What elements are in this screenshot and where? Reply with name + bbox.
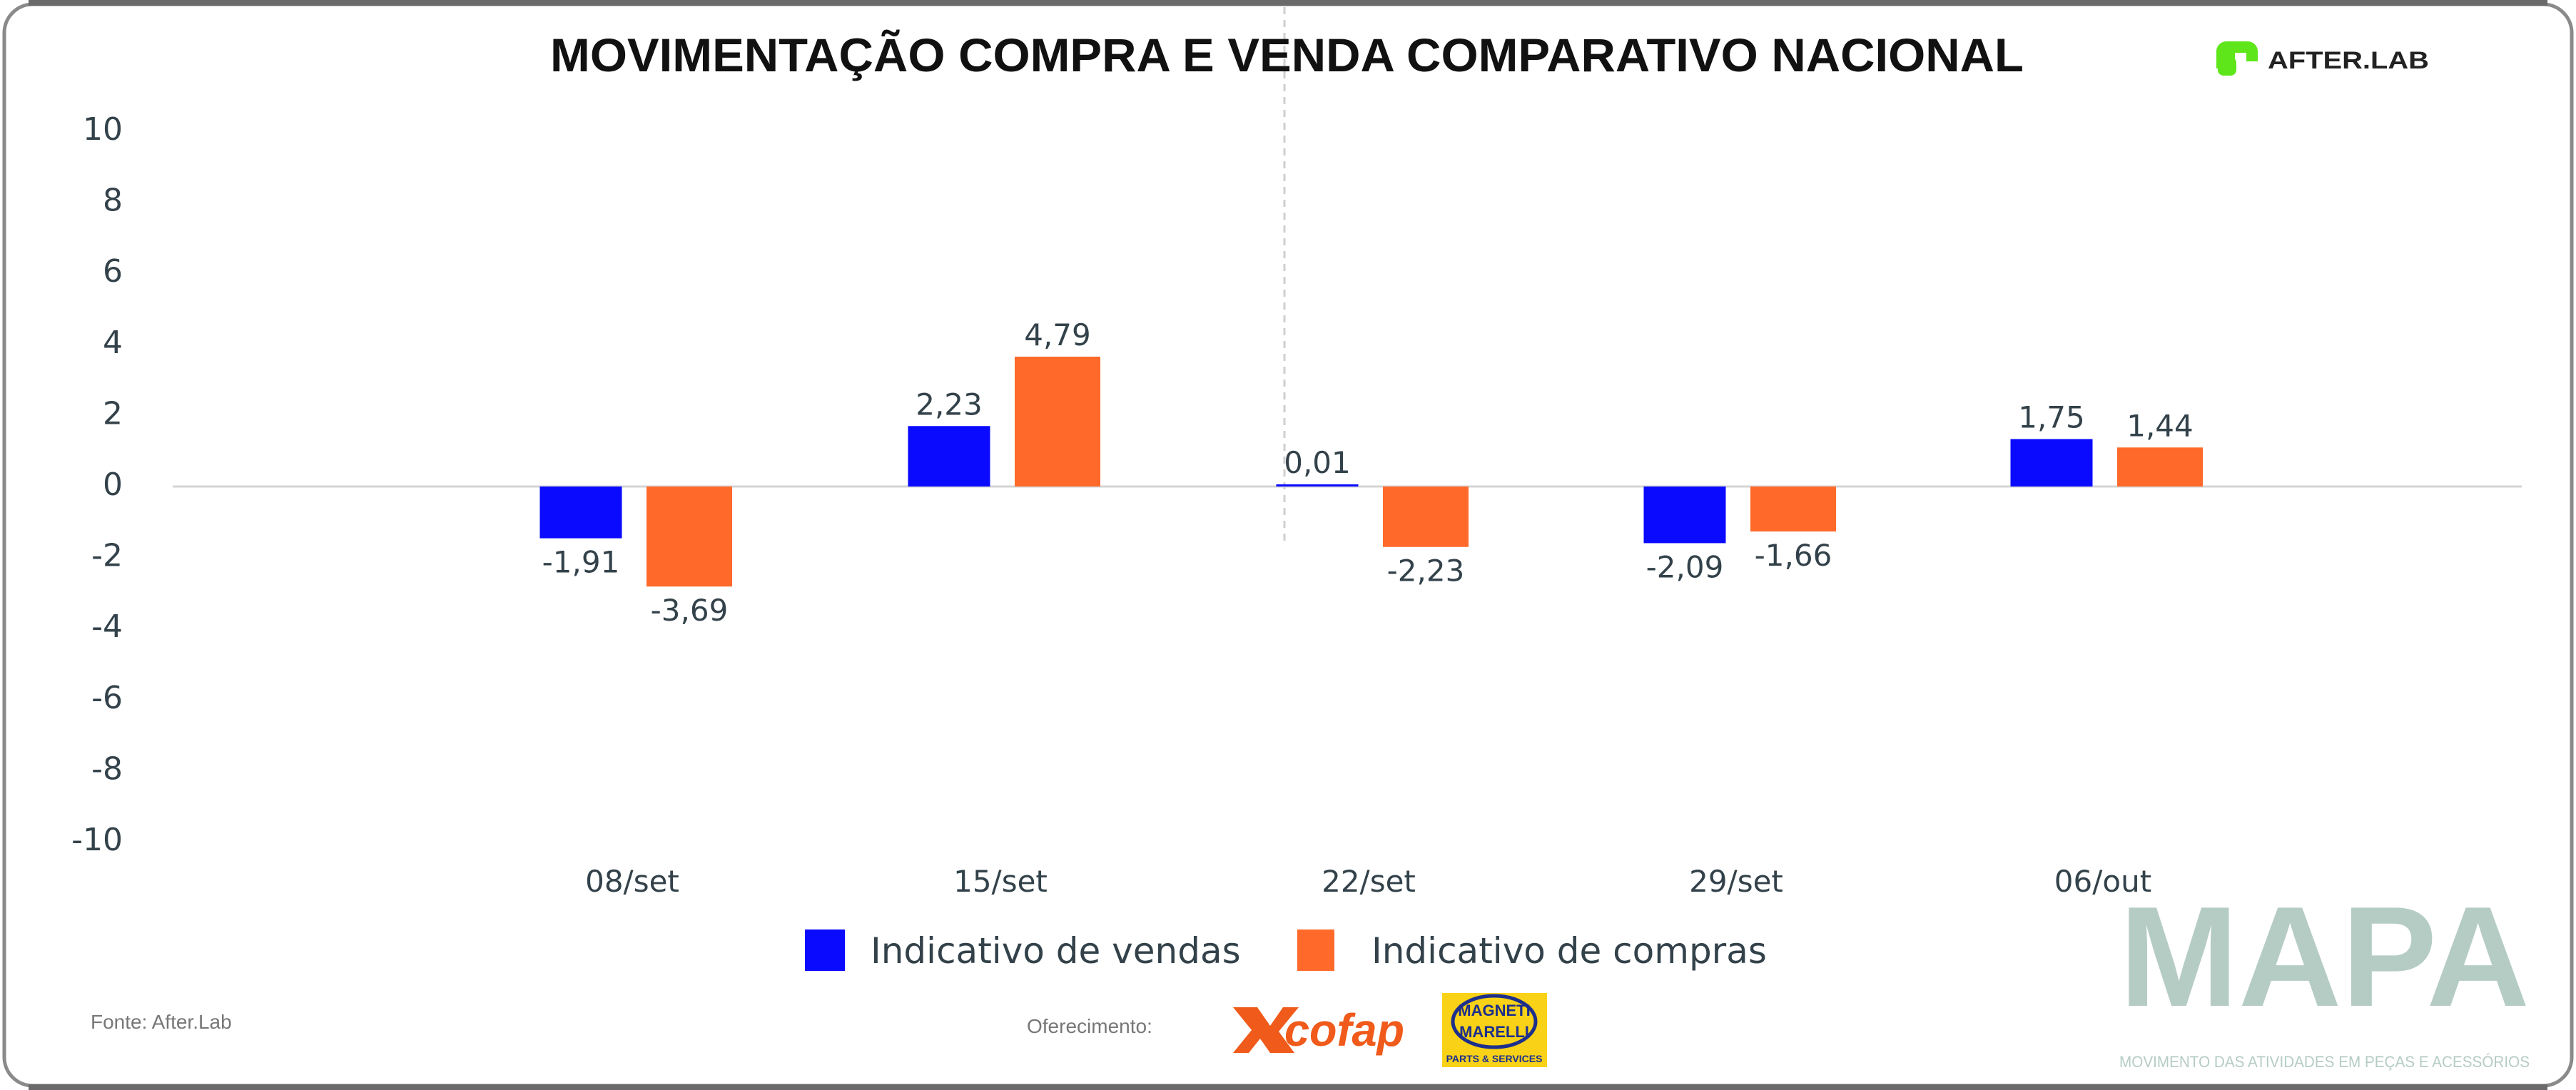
magneti-marelli-logo: MAGNETI MARELLI PARTS & SERVICES (1442, 993, 1547, 1067)
marelli-text: MARELLI (1459, 1023, 1529, 1041)
y-tick-label: 10 (83, 111, 123, 148)
chart-title: MOVIMENTAÇÃO COMPRA E VENDA COMPARATIVO … (550, 29, 2024, 81)
data-label: -2,09 (1646, 549, 1724, 584)
y-tick-label: -4 (91, 608, 123, 645)
x-axis: 08/set 15/set 22/set 29/set 06/out (585, 864, 2151, 899)
y-tick-label: 6 (103, 253, 123, 290)
afterlab-logo: AFTER.LAB (2216, 41, 2429, 76)
mapa-tagline: MOVIMENTO DAS ATIVIDADES EM PEÇAS E ACES… (2119, 1053, 2530, 1071)
data-label: -1,91 (542, 545, 620, 580)
data-label: -3,69 (651, 593, 729, 628)
magneti-tagline: PARTS & SERVICES (1446, 1053, 1543, 1064)
bar-compras (1015, 356, 1100, 487)
cofap-x-icon (1233, 1007, 1299, 1053)
y-tick-label: 8 (103, 183, 123, 219)
y-tick-label: -8 (91, 750, 123, 787)
x-tick-label: 22/set (1322, 864, 1416, 899)
afterlab-logo-text: AFTER.LAB (2268, 47, 2429, 74)
y-axis: 10 8 6 4 2 0 -2 -4 -6 -8 -10 (71, 111, 123, 858)
mapa-logo: MAPA (2119, 877, 2530, 1036)
legend: Indicativo de vendas Indicativo de compr… (805, 929, 1767, 972)
x-tick-label: 15/set (953, 864, 1048, 899)
magneti-text: MAGNETI (1458, 1002, 1530, 1019)
bars: -1,91 -3,69 2,23 4,79 0,01 -2,23 -2,09 -1,66 1,7… (539, 317, 2203, 628)
magneti-marelli-oval (1451, 994, 1538, 1049)
bottom-border-bar (29, 1084, 2547, 1090)
bar-compras (2117, 447, 2203, 487)
x-tick-label: 29/set (1689, 864, 1783, 899)
data-label: 0,01 (1284, 445, 1351, 480)
x-tick-label: 08/set (585, 864, 679, 899)
y-tick-label: 2 (103, 395, 123, 432)
bar-compras (1383, 487, 1469, 547)
cofap-logo-text: cofap (1284, 1004, 1404, 1056)
y-tick-label: -2 (91, 538, 123, 574)
top-border-bar (29, 0, 2547, 6)
y-tick-label: 4 (103, 325, 123, 361)
legend-swatch-compras (1297, 929, 1334, 971)
data-label: -2,23 (1387, 554, 1465, 589)
data-label: 1,44 (2126, 408, 2194, 443)
data-label: 2,23 (916, 387, 983, 422)
bar-vendas (908, 426, 990, 487)
bar-compras (1750, 487, 1836, 532)
afterlab-logo-icon-part (2218, 57, 2236, 76)
bar-compras (646, 487, 732, 587)
legend-label-vendas: Indicativo de vendas (871, 930, 1241, 972)
sponsor-label: Oferecimento: (1027, 1015, 1152, 1037)
y-tick-label: -10 (71, 822, 123, 858)
data-label: 1,75 (2018, 400, 2085, 435)
bar-vendas (539, 487, 622, 539)
data-label: 4,79 (1024, 317, 1091, 352)
y-tick-label: 0 (103, 467, 123, 503)
x-tick-label: 06/out (2054, 864, 2151, 899)
legend-label-compras: Indicativo de compras (1371, 930, 1767, 972)
bar-vendas (1643, 487, 1726, 544)
source-text: Fonte: After.Lab (91, 1011, 232, 1033)
bar-vendas (1276, 484, 1359, 487)
data-label: -1,66 (1755, 538, 1832, 573)
cofap-logo: cofap (1233, 1004, 1404, 1056)
y-tick-label: -6 (91, 680, 123, 716)
legend-swatch-vendas (805, 929, 845, 971)
bar-vendas (2010, 439, 2093, 487)
